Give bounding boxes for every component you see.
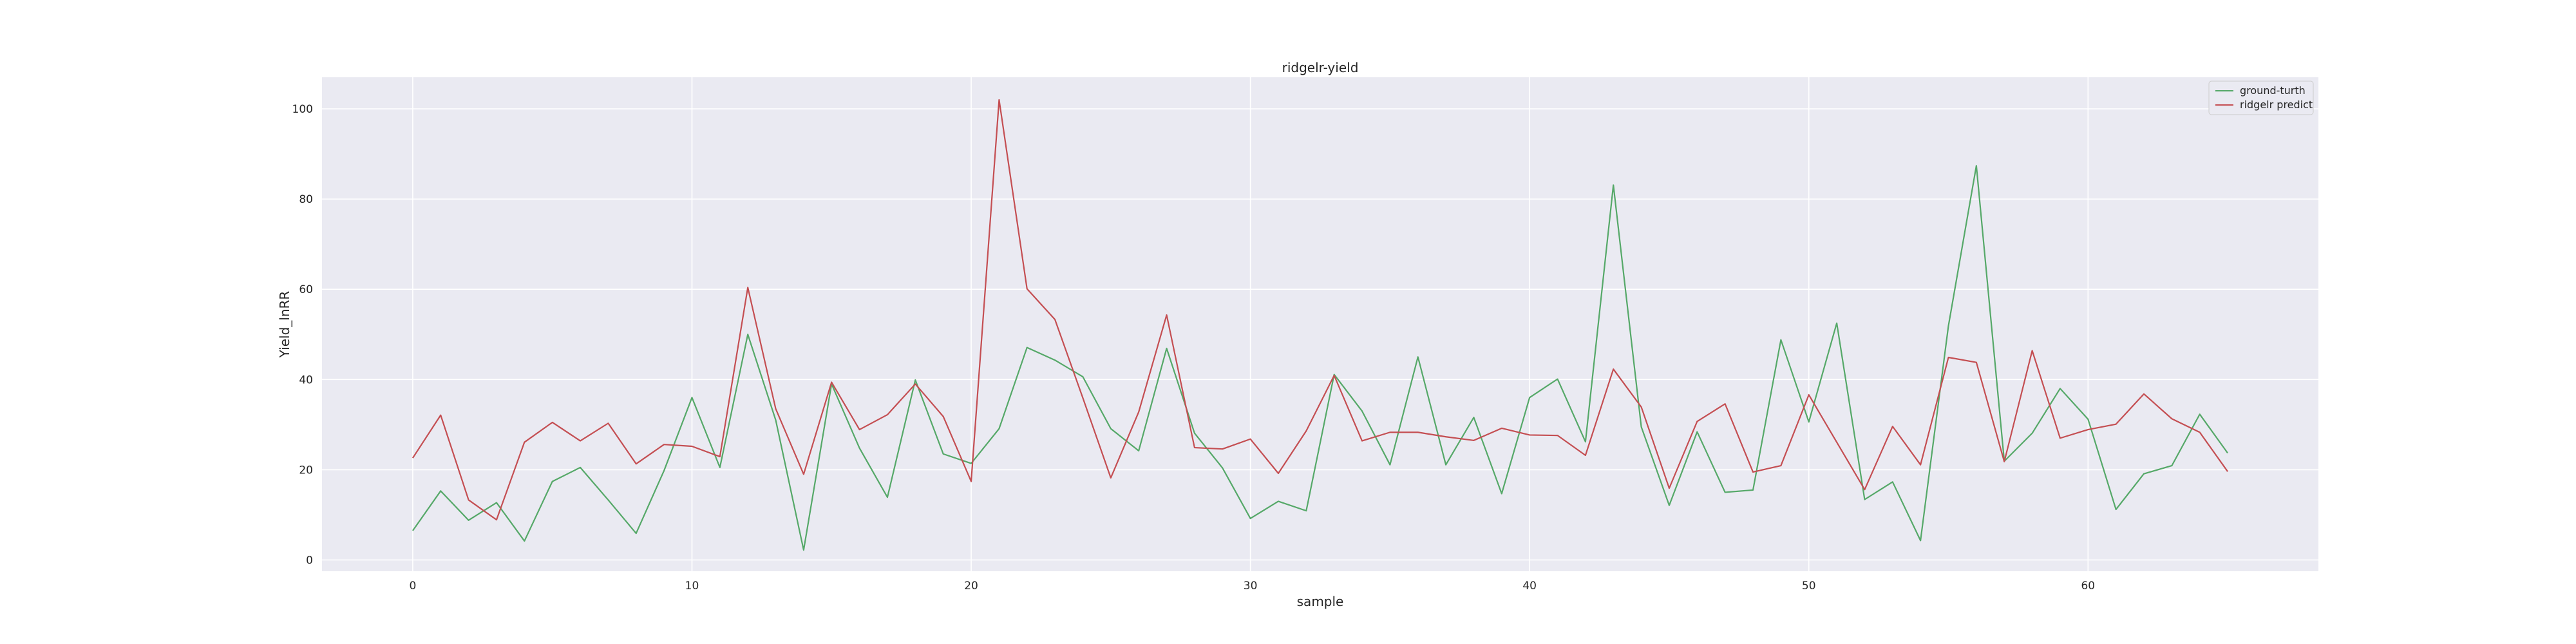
series-line-ridgelr-predict bbox=[412, 99, 2228, 521]
legend-label-ground-turth: ground-turth bbox=[2240, 84, 2306, 97]
legend-label-ridgelr-predict: ridgelr predict bbox=[2240, 99, 2313, 111]
legend-box bbox=[2208, 80, 2314, 115]
y-tick-label: 40 bbox=[299, 374, 313, 386]
grid bbox=[322, 77, 2318, 571]
x-tick-label: 40 bbox=[1522, 580, 1537, 592]
x-tick-label: 0 bbox=[409, 580, 416, 592]
x-tick-label: 60 bbox=[2081, 580, 2095, 592]
y-tick-label: 80 bbox=[299, 193, 313, 206]
series-line-ground-turth bbox=[412, 165, 2228, 551]
y-tick-label: 100 bbox=[292, 103, 313, 116]
x-tick-label: 30 bbox=[1244, 580, 1258, 592]
x-tick-label: 50 bbox=[1802, 580, 1816, 592]
y-tick-label: 0 bbox=[306, 554, 313, 567]
x-tick-label: 10 bbox=[685, 580, 699, 592]
x-tick-label: 20 bbox=[964, 580, 978, 592]
y-axis-label: Yield_lnRR bbox=[277, 291, 292, 359]
x-axis-label: sample bbox=[1297, 594, 1344, 609]
series-layer bbox=[412, 99, 2228, 551]
y-axis-ticks: 0 20 40 60 80 100 bbox=[292, 103, 313, 567]
y-tick-label: 20 bbox=[299, 464, 313, 477]
x-axis-ticks: 0 10 20 30 40 50 60 bbox=[409, 580, 2095, 592]
legend: ground-turth ridgelr predict bbox=[2208, 80, 2314, 115]
plot-area bbox=[322, 77, 2318, 571]
y-tick-label: 60 bbox=[299, 283, 313, 296]
chart-title: ridgelr-yield bbox=[1282, 60, 1359, 75]
